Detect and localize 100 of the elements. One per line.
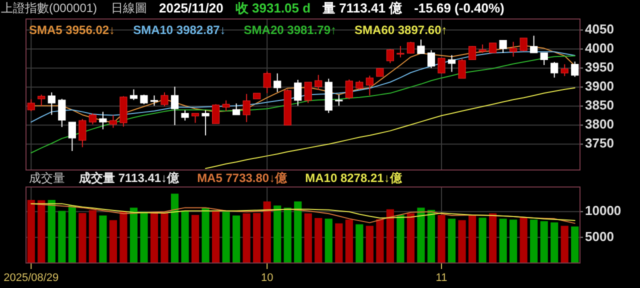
y-tick-label: 3900 bbox=[585, 78, 614, 94]
candlestick bbox=[530, 35, 538, 54]
candlestick bbox=[38, 94, 46, 106]
bar bbox=[468, 214, 476, 263]
bar bbox=[263, 201, 271, 263]
bar bbox=[376, 219, 384, 263]
bar bbox=[212, 210, 220, 263]
candlestick bbox=[345, 78, 353, 100]
text: 收 3931.05 d bbox=[235, 0, 311, 16]
candlestick bbox=[458, 58, 466, 79]
y-tick-label: 4050 bbox=[585, 21, 614, 36]
bar bbox=[345, 220, 353, 263]
candlestick bbox=[427, 50, 436, 69]
candlestick bbox=[212, 104, 220, 124]
candlestick bbox=[140, 94, 148, 105]
candlestick bbox=[520, 38, 528, 52]
bar bbox=[140, 212, 148, 263]
candlestick bbox=[550, 61, 558, 78]
x-tick-label: 2025/08/29 bbox=[4, 272, 59, 284]
candlestick bbox=[571, 61, 579, 78]
bar bbox=[274, 206, 282, 263]
candlestick bbox=[540, 52, 548, 66]
bar bbox=[88, 210, 96, 263]
bar bbox=[160, 212, 168, 263]
candlestick bbox=[438, 58, 446, 74]
text: 2025/11/20 bbox=[159, 0, 224, 16]
y-tick-label: 3800 bbox=[585, 116, 614, 132]
bar bbox=[304, 213, 312, 263]
candlestick bbox=[510, 41, 518, 58]
y-tick-label: 3950 bbox=[585, 60, 614, 75]
bar bbox=[314, 218, 322, 263]
bar bbox=[550, 222, 558, 263]
bar bbox=[150, 213, 158, 263]
bar bbox=[78, 213, 86, 263]
candlestick bbox=[386, 48, 394, 64]
bar bbox=[406, 213, 415, 263]
bar bbox=[499, 218, 507, 263]
candlestick bbox=[366, 75, 374, 96]
candlestick bbox=[232, 102, 240, 116]
candlestick bbox=[448, 54, 456, 72]
candlestick bbox=[222, 100, 230, 112]
text: SMA5 3956.02↓ bbox=[29, 23, 116, 38]
bar bbox=[294, 201, 302, 263]
bar bbox=[386, 209, 394, 263]
candlestick bbox=[170, 86, 179, 126]
bar bbox=[99, 216, 107, 263]
candlestick bbox=[191, 112, 200, 124]
candlestick bbox=[58, 98, 66, 128]
bar bbox=[222, 212, 230, 263]
bar bbox=[366, 226, 374, 263]
bar bbox=[427, 210, 436, 263]
bar bbox=[488, 213, 497, 263]
chart-subtitle: 日線圖 bbox=[111, 1, 148, 16]
bar bbox=[242, 213, 250, 263]
bar bbox=[335, 223, 343, 263]
text: 量 7113.41 億 bbox=[322, 0, 404, 16]
bar bbox=[58, 210, 66, 263]
bar bbox=[356, 224, 364, 263]
candlestick bbox=[314, 74, 322, 90]
text: SMA10 3982.87↓ bbox=[133, 23, 226, 38]
candlestick bbox=[181, 110, 189, 122]
candlestick bbox=[27, 98, 35, 112]
candlestick bbox=[160, 92, 168, 107]
bar bbox=[232, 216, 240, 263]
bar bbox=[530, 220, 538, 263]
bar bbox=[571, 226, 579, 263]
series-label: 成交量 7113.41↓億 bbox=[78, 171, 180, 186]
candlestick bbox=[488, 42, 497, 54]
candlestick bbox=[335, 94, 343, 106]
bar bbox=[396, 214, 404, 263]
candlestick bbox=[294, 79, 302, 106]
y-tick-label: 3850 bbox=[585, 98, 614, 113]
candlestick bbox=[78, 118, 86, 148]
bar bbox=[324, 218, 332, 263]
candlestick bbox=[499, 40, 507, 54]
candlestick bbox=[202, 110, 210, 136]
candlestick bbox=[274, 72, 282, 93]
bar bbox=[540, 221, 548, 263]
bar bbox=[181, 210, 189, 263]
bar bbox=[448, 218, 456, 263]
bar bbox=[438, 214, 446, 263]
text: SMA20 3981.79↑ bbox=[244, 23, 337, 38]
bar bbox=[560, 226, 568, 263]
y-tick-label: 5000 bbox=[585, 228, 614, 244]
bar bbox=[510, 220, 518, 263]
candlestick bbox=[48, 92, 56, 116]
chart-title: 成交量 bbox=[29, 171, 65, 186]
bar bbox=[38, 200, 46, 263]
bar bbox=[109, 220, 118, 263]
text: SMA60 3897.60↑ bbox=[354, 23, 448, 38]
candlestick bbox=[68, 122, 76, 152]
candlestick bbox=[560, 64, 568, 77]
text: -15.69 (-0.40%) bbox=[414, 0, 504, 16]
bar bbox=[253, 213, 261, 263]
candlestick bbox=[263, 70, 271, 94]
bar bbox=[120, 211, 128, 263]
candlestick bbox=[417, 39, 425, 54]
y-tick-label: 3750 bbox=[585, 136, 614, 151]
candlestick bbox=[109, 114, 118, 128]
x-tick-label: 10 bbox=[260, 272, 274, 284]
